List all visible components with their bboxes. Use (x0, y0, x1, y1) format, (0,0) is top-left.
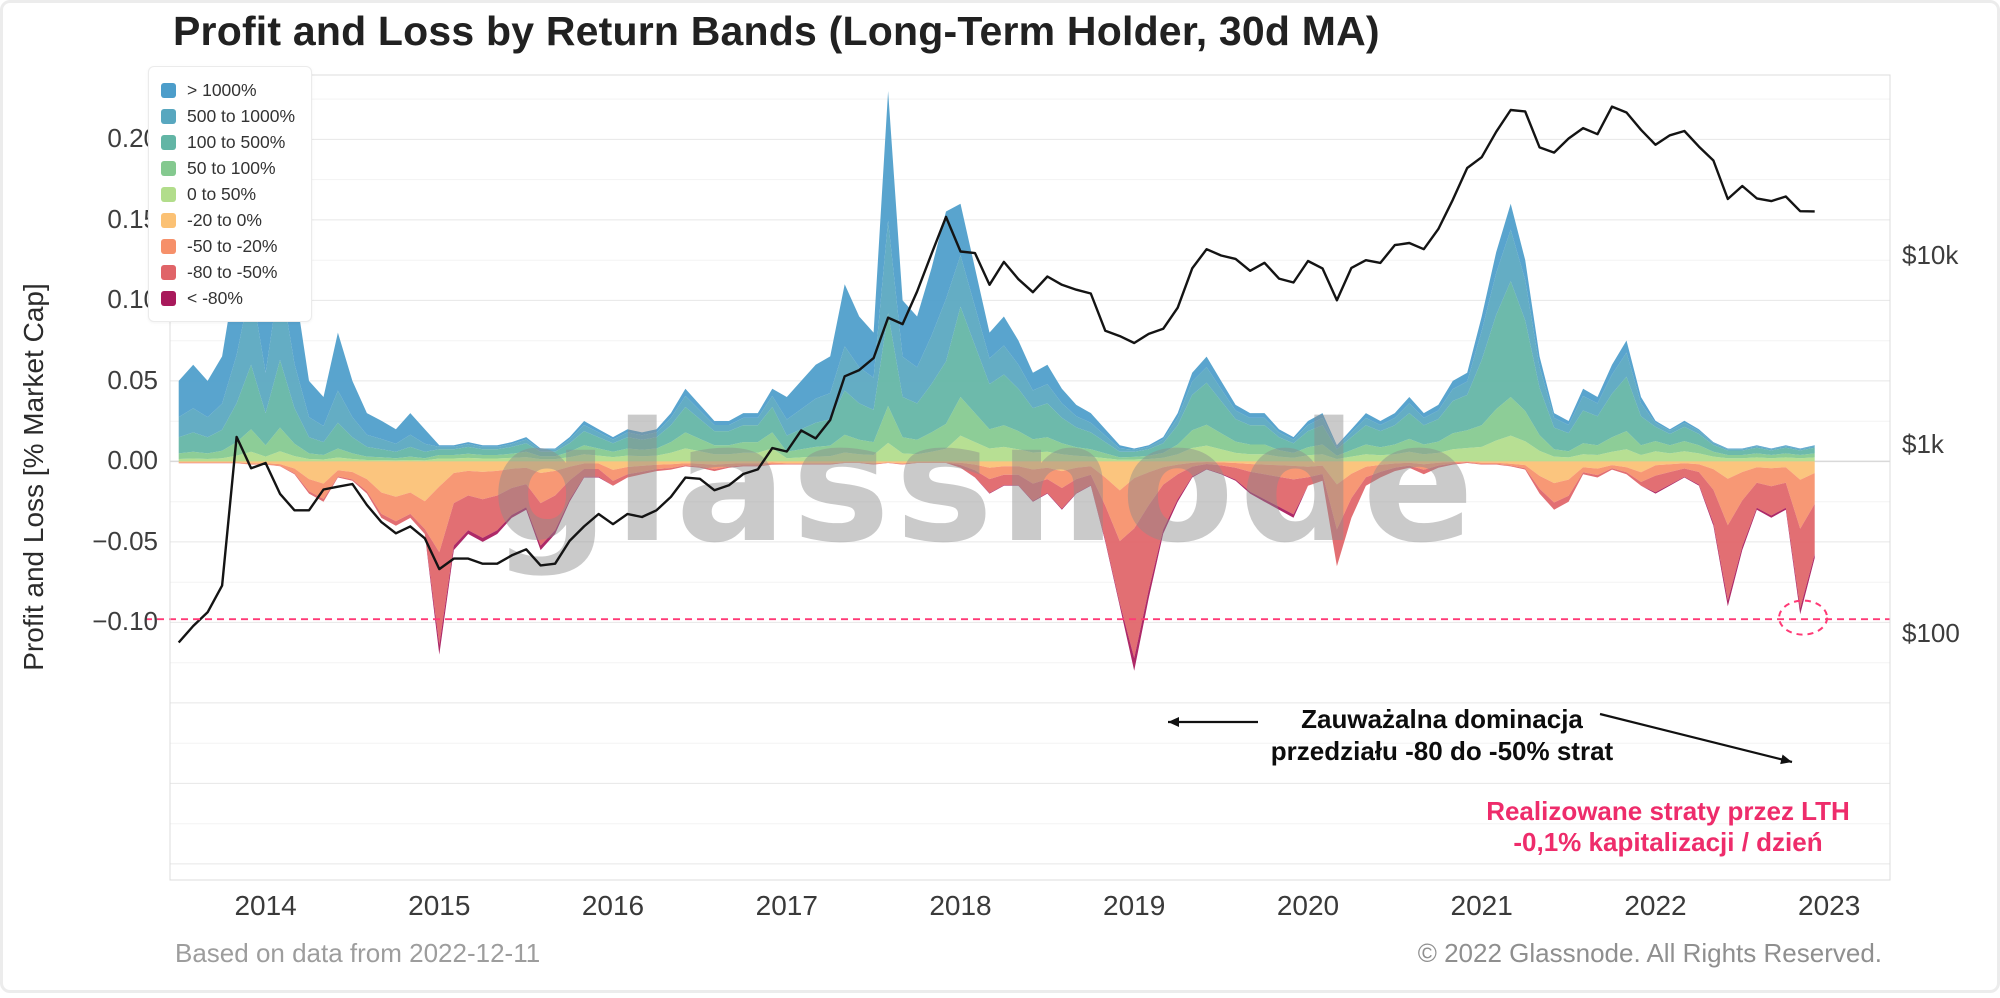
annotation-arrow (1599, 712, 1793, 765)
chart-title: Profit and Loss by Return Bands (Long-Te… (173, 8, 1380, 54)
legend-item[interactable]: < -80% (161, 285, 295, 311)
y-axis-title: Profit and Loss [% Market Cap] (18, 283, 49, 671)
legend-item[interactable]: -50 to -20% (161, 233, 295, 259)
band-area (178, 461, 1815, 553)
legend-swatch (161, 160, 176, 176)
legend-swatch (161, 238, 176, 254)
realized-loss-annotation: Realizowane straty przez LTH -0,1% kapit… (1478, 796, 1858, 858)
band-area (178, 91, 1815, 450)
legend-item[interactable]: 0 to 50% (161, 181, 295, 207)
legend-swatch (161, 186, 176, 202)
legend-item[interactable]: 100 to 500% (161, 129, 295, 155)
legend-item-label: > 1000% (187, 79, 257, 100)
loss-highlight-circle (1778, 599, 1829, 636)
dominance-annotation-line2: przedziału -80 do -50% strat (1270, 736, 1614, 766)
legend-item[interactable]: 50 to 100% (161, 155, 295, 181)
legend-item-label: 500 to 1000% (187, 105, 296, 126)
legend-swatch (161, 212, 176, 228)
legend-swatch (161, 108, 176, 124)
legend-item-label: 100 to 500% (187, 131, 286, 152)
legend-swatch (161, 82, 176, 98)
price-line (177, 105, 1815, 644)
band-area (178, 220, 1815, 452)
legend-item[interactable]: > 1000% (161, 77, 295, 103)
legend: > 1000% 500 to 1000% 100 to 500% 50 to 100%… (148, 66, 313, 322)
legend-item-label: 50 to 100% (187, 157, 276, 178)
dominance-annotation: Zauważalna dominacja przedziału -80 do -… (1262, 703, 1622, 767)
band-area (178, 281, 1815, 459)
band-area (178, 462, 1815, 659)
footer-copyright: © 2022 Glassnode. All Rights Reserved. (1417, 938, 1882, 968)
plot-border (169, 74, 1891, 881)
dominance-annotation-line1: Zauważalna dominacja (1301, 704, 1583, 734)
legend-item[interactable]: -20 to 0% (161, 207, 295, 233)
realized-loss-annotation-line1: Realizowane straty przez LTH (1486, 796, 1850, 826)
legend-item-label: -50 to -20% (187, 235, 278, 256)
legend-swatch (161, 264, 176, 280)
legend-item-label: 0 to 50% (187, 183, 257, 204)
legend-swatch (161, 134, 176, 150)
legend-item-label: -20 to 0% (187, 209, 262, 230)
band-area (178, 397, 1815, 461)
legend-swatch (161, 290, 176, 306)
glassnode-watermark: glassnode (491, 387, 1479, 579)
legend-item-label: < -80% (187, 287, 243, 308)
legend-item[interactable]: -80 to -50% (161, 259, 295, 285)
legend-item[interactable]: 500 to 1000% (161, 103, 295, 129)
legend-item-label: -80 to -50% (187, 261, 278, 282)
band-area (178, 435, 1815, 462)
footer-source-note: Based on data from 2022-12-11 (175, 938, 541, 968)
band-area (178, 461, 1815, 502)
realized-loss-annotation-line2: -0,1% kapitalizacji / dzień (1513, 827, 1823, 857)
